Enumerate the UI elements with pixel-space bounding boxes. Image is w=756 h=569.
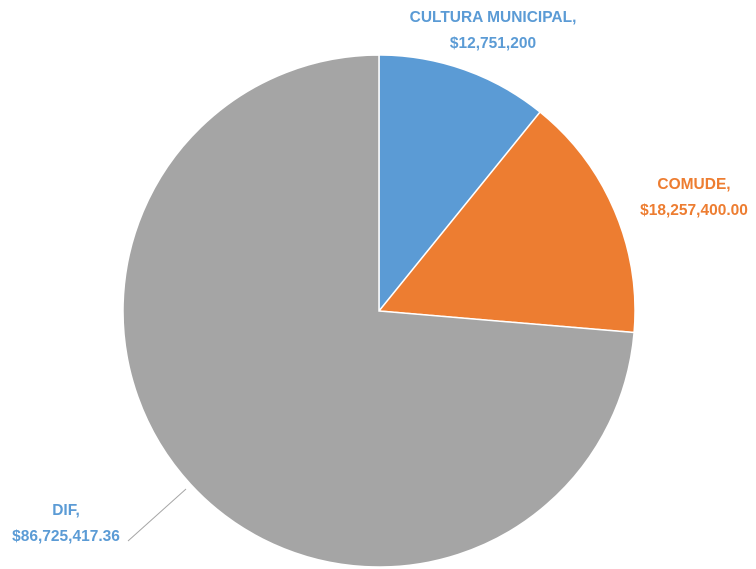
pie-slice-dif [122, 54, 635, 568]
data-labels: CULTURA MUNICIPAL, $12,751,200 COMUDE, $18,… [12, 9, 748, 545]
data-label-value-comude: $18,257,400.00 [640, 202, 748, 219]
data-label-category-cultura-municipal: CULTURA MUNICIPAL, [410, 9, 577, 26]
pie-slice-comude [377, 110, 636, 334]
data-label-category-dif: DIF, [52, 502, 80, 519]
pie-slices [122, 54, 636, 568]
pie-slice-cultura-municipal [378, 54, 542, 314]
data-label-category-comude: COMUDE, [657, 176, 730, 193]
leader-lines [127, 488, 187, 542]
data-label-value-cultura-municipal: $12,751,200 [450, 35, 536, 52]
data-label-value-dif: $86,725,417.36 [12, 528, 120, 545]
leader-line-dif [127, 488, 187, 542]
